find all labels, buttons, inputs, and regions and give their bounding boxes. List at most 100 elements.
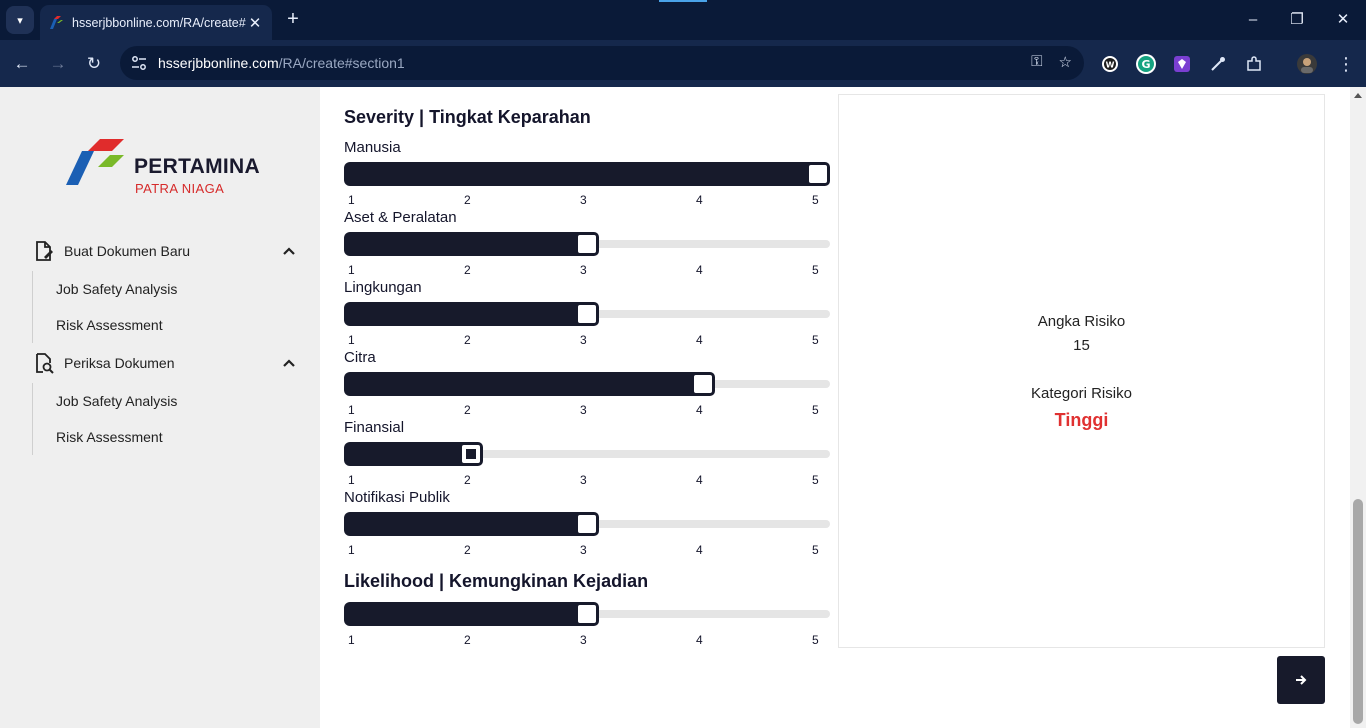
slider-thumb[interactable] [806,162,830,186]
extension-purple-icon[interactable] [1170,52,1194,76]
slider-tick-label: 2 [464,263,471,277]
minimize-button[interactable]: – [1248,11,1258,28]
slider-tick-label: 2 [464,333,471,347]
logo-subtitle: PATRA NIAGA [135,181,225,196]
profile-avatar[interactable] [1295,52,1319,76]
slider-tick-label: 3 [580,633,587,647]
url-path: /RA/create#section1 [278,55,405,71]
menu-periksa-dokumen[interactable]: Periksa Dokumen [34,351,296,375]
slider-ticks: 1 2 3 4 5 [344,403,830,417]
pertamina-favicon [48,15,64,31]
address-bar[interactable]: hsserjbbonline.com /RA/create#section1 ⚿… [120,46,1084,80]
browser-menu-icon[interactable]: ⋮ [1337,53,1355,74]
browser-toolbar: ← → ↻ hsserjbbonline.com /RA/create#sect… [0,40,1366,87]
main-content: Severity | Tingkat Keparahan Manusia 1 2 3 4… [320,87,1350,728]
slider-tick-label: 5 [812,263,819,277]
url-host: hsserjbbonline.com [158,55,279,71]
slider-thumb[interactable] [575,512,599,536]
slider-tick-label: 1 [348,193,355,207]
slider-tick-label: 4 [696,263,703,277]
slider-label: Notifikasi Publik [344,489,450,506]
next-button[interactable] [1277,656,1325,704]
extensions-puzzle-icon[interactable] [1242,52,1266,76]
slider-tick-label: 1 [348,543,355,557]
pertamina-logo[interactable]: PERTAMINA PATRA NIAGA [64,137,264,197]
menu-label: Buat Dokumen Baru [64,243,191,259]
reload-button[interactable]: ↻ [86,54,102,73]
scroll-thumb[interactable] [1353,499,1363,724]
slider-track [344,450,830,458]
slider-tick-label: 4 [696,403,703,417]
slider-tick-label: 3 [580,333,587,347]
risk-score-value: 15 [1073,337,1090,354]
slider-tick-label: 5 [812,543,819,557]
sidebar-item-ra-review[interactable]: Risk Assessment [56,429,163,445]
password-key-icon[interactable]: ⚿ [1031,53,1043,70]
restore-button[interactable]: ❐ [1290,11,1304,28]
browser-tab[interactable]: hsserjbbonline.com/RA/create# ✕ [40,5,272,40]
slider-tick-label: 1 [348,333,355,347]
window-close-button[interactable]: ✕ [1336,11,1350,28]
slider-tick-label: 3 [580,193,587,207]
tab-search-button[interactable]: ▾ [6,6,34,34]
bookmark-star-icon[interactable]: ☆ [1058,54,1072,71]
slider-thumb[interactable] [459,442,483,466]
arrow-right-icon [1296,675,1307,685]
severity-slider[interactable] [344,442,830,466]
page-scrollbar[interactable] [1350,87,1366,728]
submenu-buat: Job Safety Analysis Risk Assessment [32,271,282,343]
back-button[interactable]: ← [13,54,31,73]
likelihood-slider[interactable] [344,602,830,626]
slider-tick-label: 3 [580,403,587,417]
risk-result-card: Angka Risiko 15 Kategori Risiko Tinggi [838,94,1325,648]
slider-tick-label: 5 [812,193,819,207]
severity-slider[interactable] [344,372,830,396]
slider-fill [344,372,703,396]
slider-tick-label: 1 [348,263,355,277]
sidebar: PERTAMINA PATRA NIAGA Buat Dokumen Baru … [0,87,320,728]
slider-ticks: 1 2 3 4 5 [344,263,830,277]
site-info-icon[interactable] [130,54,148,72]
slider-thumb[interactable] [575,602,599,626]
extension-w-icon[interactable]: W [1098,52,1122,76]
severity-slider[interactable] [344,512,830,536]
logo-wordmark: PERTAMINA [134,155,260,178]
slider-label: Finansial [344,419,405,436]
slider-tick-label: 4 [696,633,703,647]
forward-button[interactable]: → [49,54,67,73]
severity-slider[interactable] [344,232,830,256]
slider-tick-label: 1 [348,633,355,647]
slider-focus-indicator [466,449,476,459]
risk-category-value: Tinggi [1054,410,1109,430]
new-tab-button[interactable]: + [287,8,299,30]
slider-tick-label: 5 [812,403,819,417]
slider-thumb[interactable] [575,302,599,326]
svg-text:W: W [1106,61,1115,70]
tab-close-icon[interactable]: ✕ [248,14,262,32]
grammarly-icon[interactable]: G [1134,52,1158,76]
slider-tick-label: 4 [696,543,703,557]
slider-fill [344,442,471,466]
severity-slider[interactable] [344,302,830,326]
sidebar-item-jsa-review[interactable]: Job Safety Analysis [56,393,178,409]
menu-buat-dokumen-baru[interactable]: Buat Dokumen Baru [34,239,296,263]
chevron-up-icon[interactable] [282,356,296,370]
slider-fill [344,232,587,256]
slider-ticks: 1 2 3 4 5 [344,193,830,207]
slider-tick-label: 2 [464,633,471,647]
severity-slider[interactable] [344,162,830,186]
slider-thumb[interactable] [575,232,599,256]
slider-tick-label: 2 [464,403,471,417]
sidebar-item-ra-create[interactable]: Risk Assessment [56,317,163,333]
slider-thumb[interactable] [691,372,715,396]
risk-score-label: Angka Risiko [1037,313,1126,330]
sidebar-item-jsa-create[interactable]: Job Safety Analysis [56,281,178,297]
menu-label: Periksa Dokumen [64,355,175,371]
slider-tick-label: 3 [580,263,587,277]
slider-label: Manusia [344,139,401,156]
tab-strip-indicator [659,0,707,2]
likelihood-ticks: 1 2 3 4 5 [344,633,830,647]
chevron-up-icon[interactable] [282,244,296,258]
color-picker-icon[interactable] [1206,52,1230,76]
scroll-up-arrow-icon[interactable] [1354,93,1362,98]
